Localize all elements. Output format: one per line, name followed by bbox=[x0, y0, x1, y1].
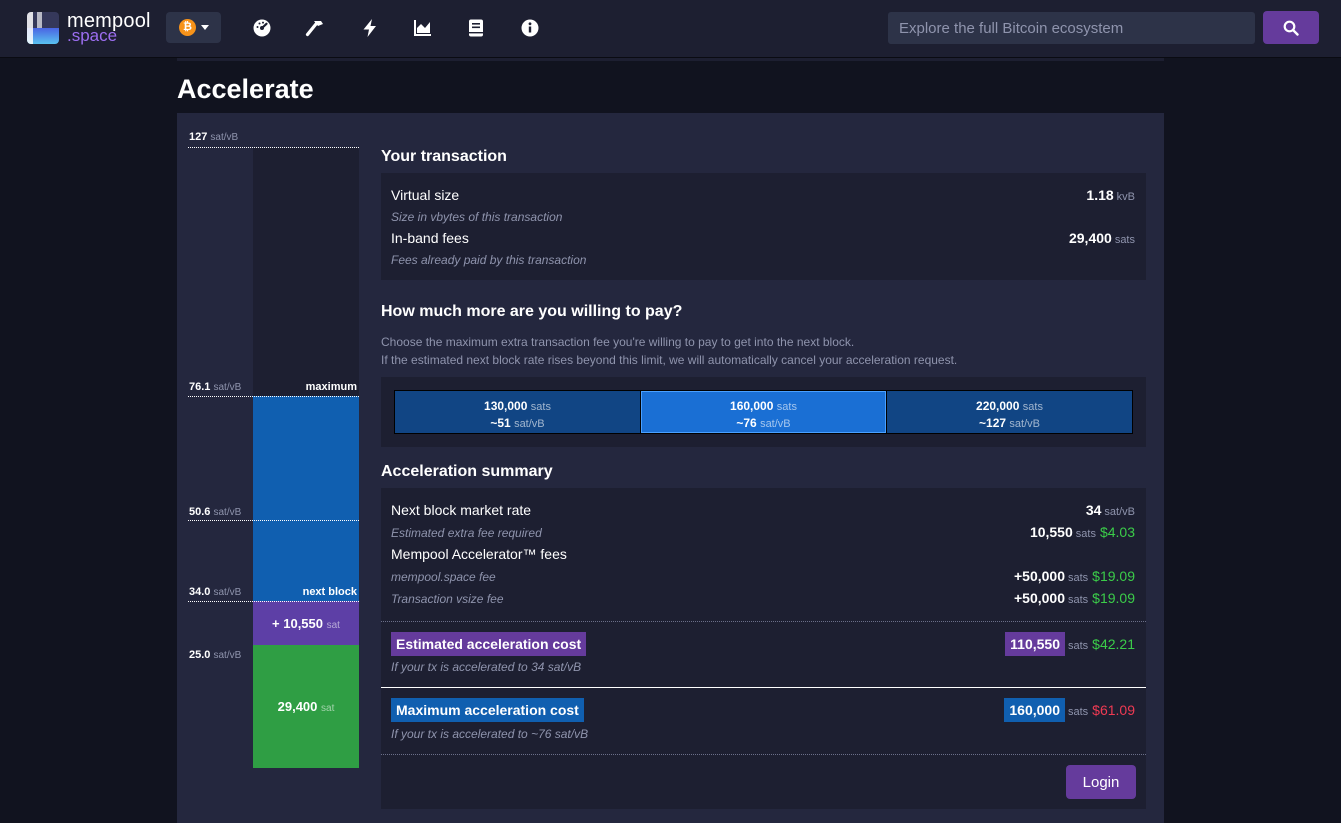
fee-bar-max-range bbox=[253, 396, 359, 601]
marker-maximum: maximum bbox=[305, 381, 357, 393]
vsize-label: Virtual size bbox=[391, 187, 460, 203]
mempool-fee-label: mempool.space fee bbox=[391, 570, 496, 584]
top-navbar: mempool .space ₿ bbox=[0, 0, 1341, 57]
estimated-cost-label: Estimated acceleration cost bbox=[391, 632, 587, 656]
rate-label-maximum: 76.1 sat/vB bbox=[189, 381, 242, 393]
marker-next-block: next block bbox=[302, 586, 357, 598]
rate-label-middle: 50.6 sat/vB bbox=[189, 506, 242, 518]
accelerator-fees-label: Mempool Accelerator™ fees bbox=[391, 546, 567, 562]
lightning-icon[interactable] bbox=[360, 18, 380, 38]
estimated-cost-description: If your tx is accelerated to 34 sat/vB bbox=[391, 660, 582, 674]
brand-name[interactable]: mempool bbox=[67, 10, 151, 32]
rate-label-current: 25.0 sat/vB bbox=[189, 649, 242, 661]
paid-fee-label: 29,400 sat bbox=[277, 699, 335, 714]
rate-line-next-block bbox=[188, 601, 359, 602]
network-selector-button[interactable]: ₿ bbox=[166, 12, 221, 43]
in-band-fees-label: In-band fees bbox=[391, 230, 469, 246]
logo-tile bbox=[27, 12, 59, 44]
hammer-icon[interactable] bbox=[305, 18, 325, 38]
in-band-fees-description: Fees already paid by this transaction bbox=[391, 253, 587, 267]
dashboard-icon[interactable] bbox=[252, 18, 272, 38]
login-button[interactable]: Login bbox=[1066, 765, 1136, 799]
willing-hint-line-2: If the estimated next block rate rises b… bbox=[381, 353, 958, 367]
mempool-fee-value: +50,000 sats $19.09 bbox=[1013, 568, 1135, 584]
rate-label-top: 127 sat/vB bbox=[189, 131, 239, 143]
fee-option-160000[interactable]: 160,000 sats ~76 sat/vB bbox=[641, 391, 887, 433]
extra-fee-required-value: 10,550 sats $4.03 bbox=[1029, 524, 1135, 540]
fee-bar-paid-fee bbox=[253, 645, 359, 768]
rate-line-middle bbox=[188, 520, 359, 521]
search-input[interactable] bbox=[888, 12, 1255, 44]
estimated-cost-value: 110,550 sats $42.21 bbox=[1005, 632, 1135, 656]
max-fee-options: 130,000 sats ~51 sat/vB 160,000 sats ~76… bbox=[394, 390, 1133, 434]
chart-icon[interactable] bbox=[413, 18, 433, 38]
logo-stripe bbox=[27, 12, 33, 44]
maximum-cost-label: Maximum acceleration cost bbox=[391, 698, 584, 722]
extra-fee-required-label: Estimated extra fee required bbox=[391, 526, 542, 540]
transaction-box bbox=[381, 173, 1146, 280]
vsize-fee-value: +50,000 sats $19.09 bbox=[1013, 590, 1135, 606]
page-title: Accelerate bbox=[177, 74, 314, 104]
maximum-cost-description: If your tx is accelerated to ~76 sat/vB bbox=[391, 727, 589, 741]
next-block-rate-label: Next block market rate bbox=[391, 502, 532, 518]
info-icon[interactable] bbox=[520, 18, 540, 38]
rate-line-top bbox=[188, 147, 359, 148]
maximum-cost-value: 160,000 sats $61.09 bbox=[1004, 698, 1135, 722]
extra-fee-label: + 10,550 sat bbox=[272, 616, 340, 631]
search-button[interactable] bbox=[1263, 11, 1319, 44]
in-band-fees-value: 29,400 sats bbox=[1068, 230, 1135, 246]
search-icon bbox=[1283, 20, 1299, 36]
mempool-logo[interactable] bbox=[27, 12, 59, 44]
fee-option-130000[interactable]: 130,000 sats ~51 sat/vB bbox=[395, 391, 641, 433]
fee-bar-extra-fee bbox=[253, 601, 359, 645]
vsize-value: 1.18 kvB bbox=[1086, 187, 1135, 203]
brand-domain[interactable]: .space bbox=[67, 26, 118, 45]
chevron-down-icon bbox=[201, 25, 209, 30]
summary-divider-dotted bbox=[381, 621, 1146, 622]
section-title-acceleration-summary: Acceleration summary bbox=[381, 463, 553, 480]
page-header-divider bbox=[177, 58, 1164, 61]
willing-hint-line-1: Choose the maximum extra transaction fee… bbox=[381, 335, 855, 349]
docs-icon[interactable] bbox=[466, 18, 486, 38]
rate-line-maximum bbox=[188, 396, 359, 397]
vsize-description: Size in vbytes of this transaction bbox=[391, 210, 563, 224]
logo-stripe-small bbox=[37, 12, 42, 28]
summary-divider-solid bbox=[381, 687, 1146, 688]
fee-bar-headroom bbox=[253, 148, 359, 396]
vsize-fee-label: Transaction vsize fee bbox=[391, 592, 504, 606]
summary-divider-bottom bbox=[381, 754, 1146, 755]
fee-option-220000[interactable]: 220,000 sats ~127 sat/vB bbox=[887, 391, 1132, 433]
section-title-willing-to-pay: How much more are you willing to pay? bbox=[381, 303, 683, 320]
section-title-your-transaction: Your transaction bbox=[381, 148, 507, 165]
bitcoin-icon: ₿ bbox=[179, 19, 196, 36]
rate-label-next-block: 34.0 sat/vB bbox=[189, 586, 242, 598]
next-block-rate-value: 34 sat/vB bbox=[1085, 502, 1135, 518]
